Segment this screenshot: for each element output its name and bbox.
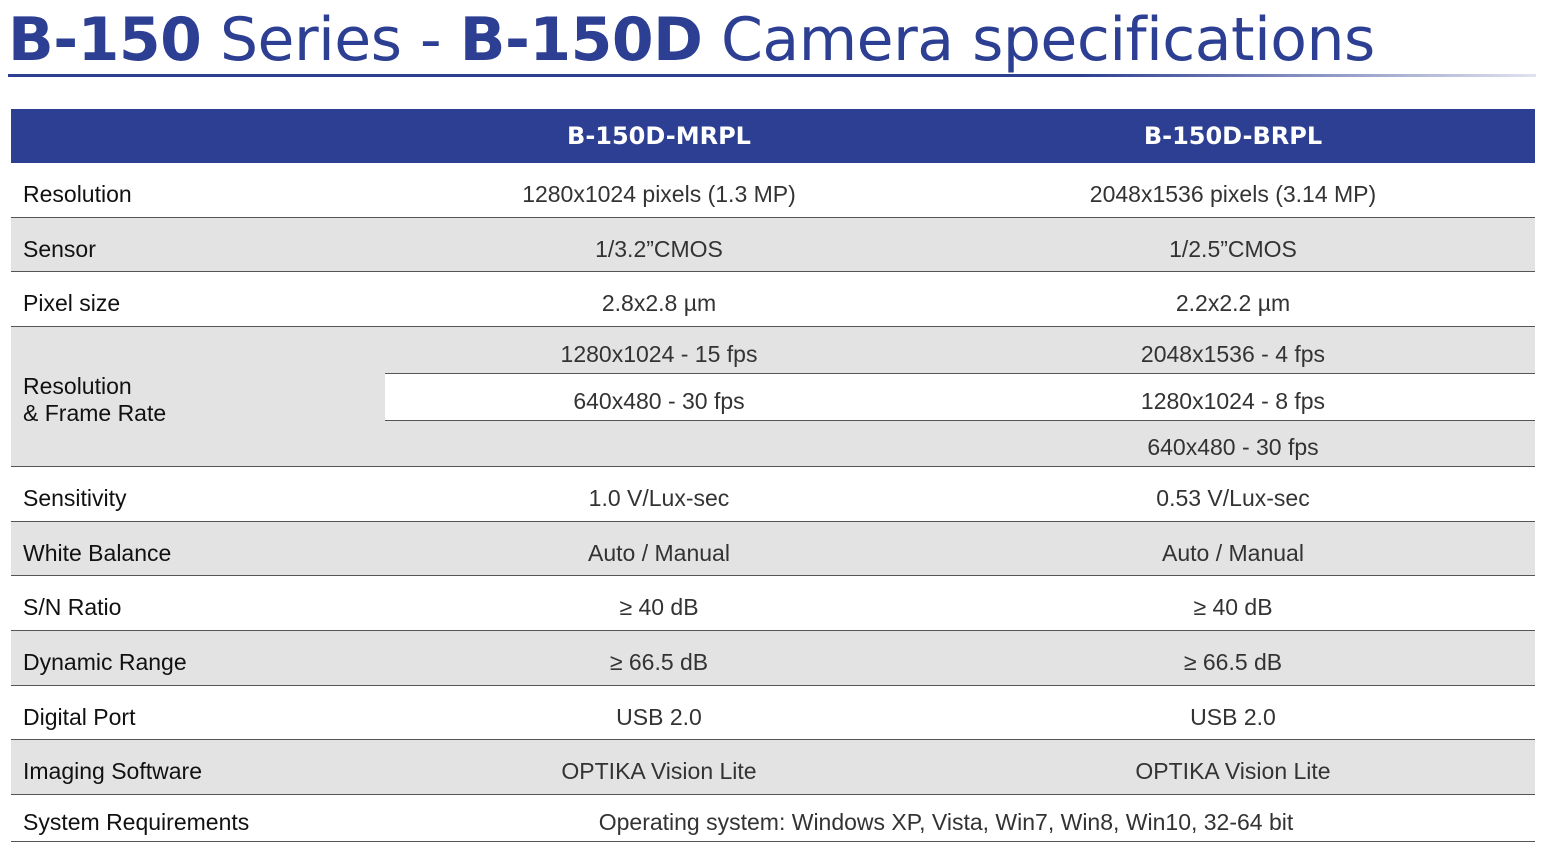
value-mrpl: OPTIKA Vision Lite	[561, 758, 757, 784]
title-underline	[8, 74, 1536, 77]
row-label: Dynamic Range	[23, 649, 187, 675]
value-mrpl: ≥ 66.5 dB	[609, 649, 709, 675]
value-brpl: ≥ 66.5 dB	[1183, 649, 1283, 675]
row-white-balance: White Balance Auto / Manual Auto / Manua…	[11, 522, 1535, 576]
series-name: B-150	[8, 5, 202, 75]
value-brpl: Auto / Manual	[1162, 540, 1304, 566]
row-label: White Balance	[23, 540, 172, 566]
value-mrpl: Auto / Manual	[588, 540, 730, 566]
row-system-requirements: System Requirements Operating system: Wi…	[11, 795, 1535, 842]
value-brpl: 2048x1536 - 4 fps	[1140, 341, 1326, 367]
row-label: Sensitivity	[23, 485, 127, 511]
value-mrpl: 1.0 V/Lux-sec	[588, 485, 730, 511]
value-mrpl: USB 2.0	[616, 704, 702, 730]
value-brpl: 2048x1536 pixels (3.14 MP)	[1089, 181, 1377, 207]
row-label: S/N Ratio	[23, 594, 122, 620]
header-col-brpl: B-150D-BRPL	[1143, 122, 1323, 150]
row-label: Pixel size	[23, 290, 121, 316]
header-col-mrpl: B-150D-MRPL	[567, 122, 751, 150]
series-suffix: Series -	[201, 5, 460, 75]
row-label: Resolution	[23, 181, 132, 207]
value-brpl: 2.2x2.2 µm	[1175, 290, 1291, 316]
row-label: System Requirements	[23, 809, 250, 835]
spec-table-header: B-150D-MRPL B-150D-BRPL	[11, 109, 1535, 163]
value-mrpl: 2.8x2.8 µm	[601, 290, 717, 316]
divider	[385, 420, 1535, 421]
divider	[385, 373, 1535, 374]
value-brpl: USB 2.0	[1190, 704, 1276, 730]
title-suffix: Camera specifications	[702, 5, 1375, 75]
row-label: Resolution & Frame Rate	[23, 373, 166, 427]
value-mrpl: 1280x1024 - 15 fps	[560, 341, 758, 367]
row-frame-rate: Resolution & Frame Rate 1280x1024 - 15 f…	[11, 327, 1535, 467]
row-pixel-size: Pixel size 2.8x2.8 µm 2.2x2.2 µm	[11, 272, 1535, 327]
row-label-line1: Resolution	[23, 373, 132, 399]
value-brpl: ≥ 40 dB	[1193, 594, 1273, 620]
value-brpl: 640x480 - 30 fps	[1147, 434, 1319, 460]
page-title: B-150 Series - B-150D Camera specificati…	[8, 4, 1375, 76]
value-mrpl: 1280x1024 pixels (1.3 MP)	[522, 181, 796, 207]
value-system-requirements: Operating system: Windows XP, Vista, Win…	[598, 809, 1294, 835]
model-name: B-150D	[459, 5, 703, 75]
row-digital-port: Digital Port USB 2.0 USB 2.0	[11, 686, 1535, 740]
value-brpl: 1280x1024 - 8 fps	[1140, 388, 1326, 414]
row-sn-ratio: S/N Ratio ≥ 40 dB ≥ 40 dB	[11, 576, 1535, 631]
value-mrpl: 1/3.2”CMOS	[595, 236, 723, 262]
frame-rate-band	[385, 374, 1535, 420]
row-sensor: Sensor 1/3.2”CMOS 1/2.5”CMOS	[11, 218, 1535, 272]
row-label: Sensor	[23, 236, 96, 262]
row-resolution: Resolution 1280x1024 pixels (1.3 MP) 204…	[11, 163, 1535, 218]
row-label: Digital Port	[23, 704, 136, 730]
row-label-line2: & Frame Rate	[23, 400, 167, 426]
value-brpl: OPTIKA Vision Lite	[1135, 758, 1331, 784]
value-mrpl: 640x480 - 30 fps	[573, 388, 745, 414]
row-dynamic-range: Dynamic Range ≥ 66.5 dB ≥ 66.5 dB	[11, 631, 1535, 686]
value-brpl: 0.53 V/Lux-sec	[1156, 485, 1310, 511]
value-brpl: 1/2.5”CMOS	[1169, 236, 1297, 262]
row-imaging-software: Imaging Software OPTIKA Vision Lite OPTI…	[11, 740, 1535, 795]
row-sensitivity: Sensitivity 1.0 V/Lux-sec 0.53 V/Lux-sec	[11, 467, 1535, 522]
value-mrpl: ≥ 40 dB	[619, 594, 699, 620]
row-label: Imaging Software	[23, 758, 202, 784]
